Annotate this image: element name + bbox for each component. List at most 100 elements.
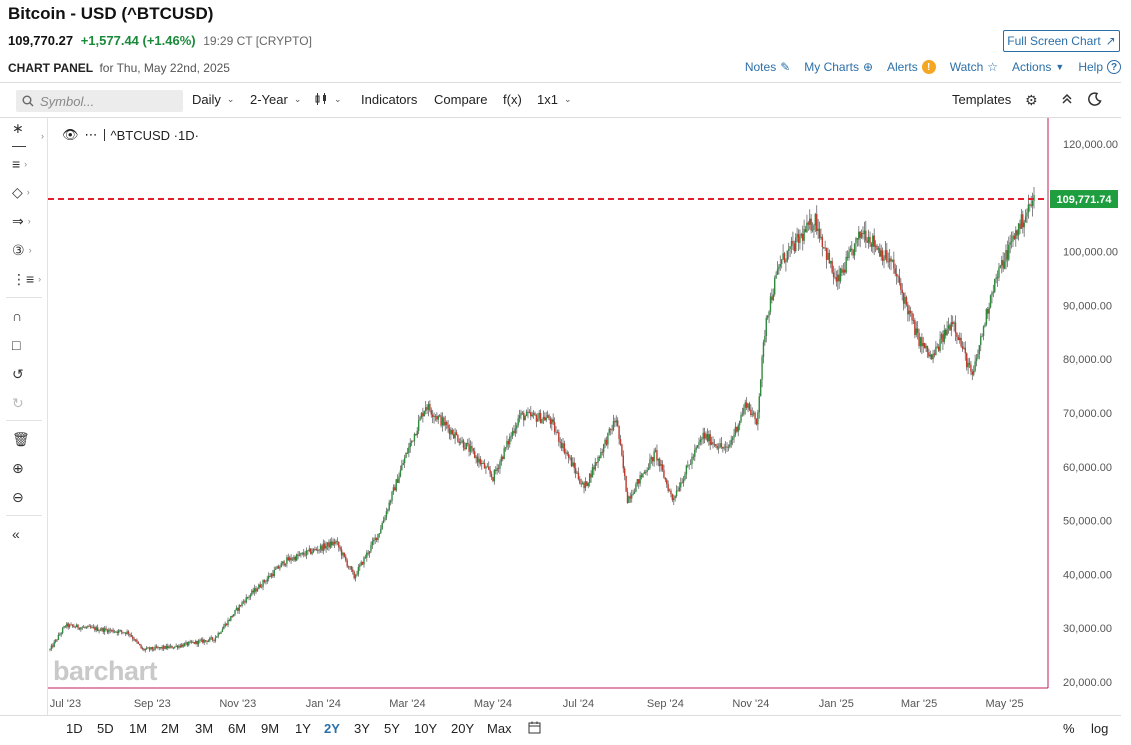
candle: [284, 563, 287, 567]
candle: [416, 427, 418, 439]
interval-select[interactable]: Daily ⌄: [192, 92, 234, 107]
x-tick-label: May '25: [985, 698, 1023, 710]
function-button[interactable]: f(x): [503, 92, 522, 107]
candle: [776, 261, 779, 276]
counter-tool[interactable]: ③ ›: [12, 239, 44, 261]
log-toggle[interactable]: log: [1091, 721, 1109, 736]
notes-link[interactable]: Notes ✎: [745, 60, 790, 74]
alerts-link[interactable]: Alerts !: [887, 60, 936, 74]
candle: [894, 263, 896, 277]
eye-icon[interactable]: 👁: [62, 127, 79, 142]
dark-mode-icon[interactable]: [1088, 92, 1102, 109]
collapse-toolbar-button[interactable]: «: [12, 523, 44, 545]
watch-link[interactable]: Watch ☆: [950, 60, 998, 74]
help-link[interactable]: Help ?: [1078, 60, 1121, 74]
indicators-button[interactable]: Indicators: [361, 92, 417, 107]
range-1y[interactable]: 1Y: [295, 721, 311, 736]
collapse-up-icon[interactable]: [1061, 92, 1073, 108]
price-chart[interactable]: 120,000.00110,000.00100,000.0090,000.008…: [48, 118, 1121, 715]
range-10y[interactable]: 10Y: [414, 721, 438, 736]
candle-body: [588, 473, 591, 483]
range-max[interactable]: Max: [487, 721, 512, 736]
candle-body: [405, 452, 407, 458]
candle: [266, 575, 268, 585]
range-1m[interactable]: 1M: [129, 721, 148, 736]
candle: [659, 457, 661, 472]
range-1d[interactable]: 1D: [66, 721, 83, 736]
candle: [89, 624, 92, 629]
chevron-down-icon: ⌄: [293, 94, 302, 104]
range-5d[interactable]: 5D: [97, 721, 114, 736]
candle: [932, 349, 934, 364]
candle-body: [947, 325, 950, 329]
candle-body: [959, 337, 961, 341]
candle-body: [148, 647, 151, 650]
candle: [629, 492, 632, 503]
full-screen-chart-button[interactable]: Full Screen Chart ↗: [1003, 30, 1120, 52]
candle-body: [518, 415, 521, 419]
range-3y[interactable]: 3Y: [354, 721, 370, 736]
candle-body: [378, 533, 381, 535]
candle: [880, 244, 882, 261]
candle-body: [667, 484, 669, 492]
candle-body: [559, 441, 561, 443]
symbol-input[interactable]: [40, 93, 170, 109]
range-2y[interactable]: 2Y: [324, 721, 340, 736]
lock-tool[interactable]: □: [12, 334, 44, 356]
candle-body: [528, 412, 531, 413]
candle-body: [569, 457, 571, 459]
line-tool[interactable]: ∗— ›: [12, 120, 44, 153]
candle-body: [551, 419, 553, 425]
candle: [210, 635, 212, 641]
gear-icon[interactable]: ⚙: [1025, 92, 1038, 108]
redo-button[interactable]: ↻: [12, 392, 44, 414]
my-charts-link[interactable]: My Charts ⊕: [804, 60, 873, 74]
candle: [368, 550, 371, 558]
candle: [260, 583, 263, 589]
chart-type-select[interactable]: ⌄: [314, 92, 342, 106]
candle: [528, 409, 531, 414]
line-tool-icon: ∗—: [12, 119, 26, 153]
delete-button[interactable]: 🗑: [12, 428, 44, 450]
fib-tool[interactable]: ≡ ›: [12, 153, 44, 175]
range-20y[interactable]: 20Y: [451, 721, 475, 736]
candle: [189, 639, 191, 644]
magnet-tool[interactable]: ∩: [12, 305, 44, 327]
zoom-in-button[interactable]: ⊕: [12, 457, 44, 479]
range-6m[interactable]: 6M: [228, 721, 247, 736]
range-2m[interactable]: 2M: [161, 721, 180, 736]
candle: [988, 302, 990, 321]
shape-tool[interactable]: ◇ ›: [12, 181, 44, 203]
range-5y[interactable]: 5Y: [384, 721, 400, 736]
range-3m[interactable]: 3M: [195, 721, 214, 736]
candle: [300, 552, 302, 558]
actions-menu[interactable]: Actions ▼: [1012, 60, 1064, 74]
candle-body: [886, 250, 888, 262]
candle: [256, 587, 259, 592]
candle-body: [915, 328, 917, 335]
zoom-out-button[interactable]: ⊖: [12, 486, 44, 508]
templates-button[interactable]: Templates: [952, 92, 1011, 107]
period-select[interactable]: 2-Year ⌄: [250, 92, 301, 107]
candle-body: [352, 569, 354, 572]
layout-select[interactable]: 1x1 ⌄: [537, 92, 572, 107]
candle-body: [800, 233, 803, 236]
candle-body: [849, 248, 852, 252]
candle-body: [437, 416, 439, 420]
range-9m[interactable]: 9M: [261, 721, 280, 736]
pattern-tool[interactable]: ⋮≡ ›: [12, 268, 44, 290]
candle-body: [570, 457, 573, 467]
candle-body: [874, 245, 877, 247]
symbol-search[interactable]: [16, 90, 183, 112]
undo-button[interactable]: ↺: [12, 363, 44, 385]
candle-body: [694, 449, 696, 457]
candle: [424, 400, 427, 415]
more-icon[interactable]: ⋯: [84, 127, 98, 142]
x-tick-label: Mar '25: [901, 698, 937, 710]
compare-button[interactable]: Compare: [434, 92, 487, 107]
arrow-tool[interactable]: ⇒ ›: [12, 210, 44, 232]
candle-body: [870, 243, 873, 247]
candle-body: [549, 418, 552, 425]
percent-toggle[interactable]: %: [1063, 721, 1075, 736]
calendar-icon[interactable]: [528, 721, 541, 737]
